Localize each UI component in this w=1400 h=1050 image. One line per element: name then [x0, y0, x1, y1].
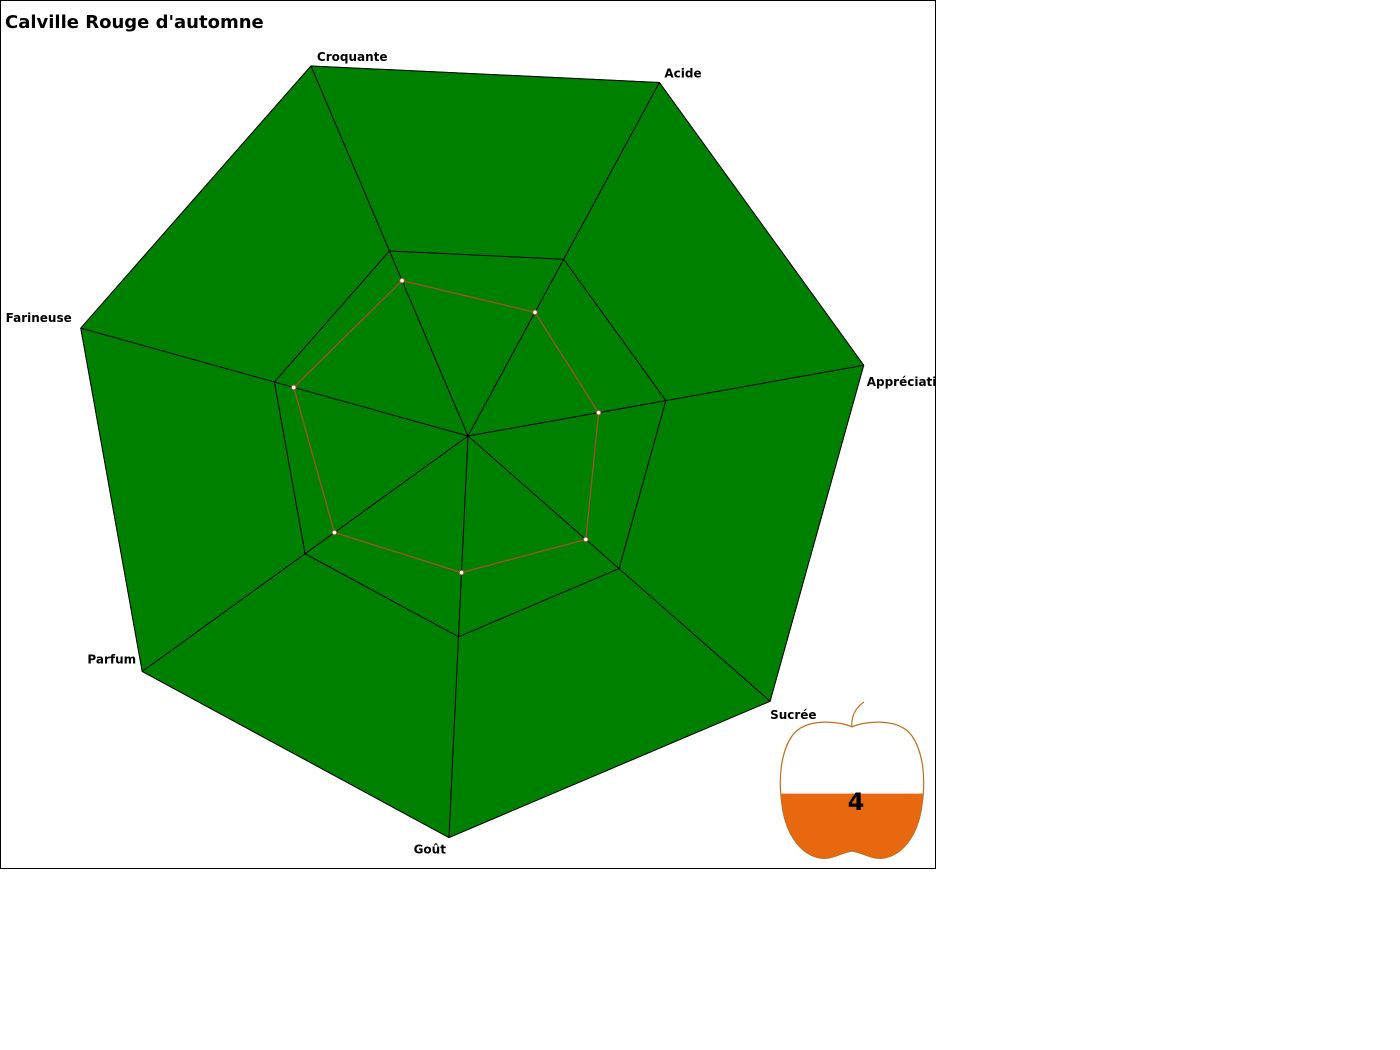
data-point [532, 309, 538, 316]
axis-label: Acide [664, 66, 701, 80]
radar-spoke [80, 327, 469, 437]
radar-spoke [141, 435, 469, 672]
radar-background [80, 65, 865, 839]
data-point [399, 277, 405, 284]
series-line [293, 279, 600, 574]
radar-spoke [467, 364, 864, 437]
chart-title: Calville Rouge d'automne [5, 12, 264, 33]
axis-label: Parfum [87, 652, 136, 666]
radar-chart: Calville Rouge d'automne Croquante Acide A… [5, 12, 936, 859]
axis-label: Croquante [317, 50, 388, 64]
axis-label: Farineuse [6, 311, 72, 325]
apple-fill-level [780, 793, 924, 859]
radar-ring [80, 65, 865, 839]
data-point [595, 409, 602, 416]
data-point [583, 536, 589, 543]
appreciation-apple: 4 [779, 701, 925, 859]
data-point [458, 569, 465, 576]
radar-spoke [310, 65, 469, 437]
data-point [331, 529, 338, 536]
appreciation-score: 4 [848, 788, 865, 816]
radar-ring [273, 250, 667, 638]
radar-spoke [467, 82, 660, 437]
axis-label: Appréciation [867, 375, 936, 389]
radar-spoke [467, 435, 771, 702]
radar-series [290, 277, 602, 576]
apple-icon [779, 701, 925, 859]
axis-labels: Croquante Acide Appréciation Sucrée Goût Parf… [6, 50, 936, 857]
radar-spoke [448, 435, 469, 838]
axis-label: Sucrée [770, 708, 817, 722]
axis-label: Goût [414, 843, 447, 857]
radar-web [80, 65, 865, 839]
data-point [290, 384, 297, 391]
